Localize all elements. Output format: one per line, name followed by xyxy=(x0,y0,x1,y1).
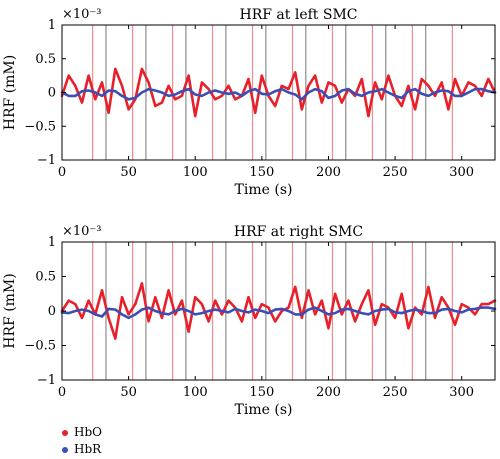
series-line-hbo xyxy=(60,282,497,340)
hbr-marker-icon xyxy=(62,446,68,453)
y-tick-label: −1 xyxy=(37,153,56,168)
chart-title: HRF at right SMC xyxy=(234,224,363,240)
legend-item-hbo: HbO xyxy=(62,425,102,439)
x-tick-label: 200 xyxy=(316,165,341,180)
x-tick-label: 150 xyxy=(249,165,274,180)
legend-item-hbr: HbR xyxy=(62,442,102,456)
hbo-marker-icon xyxy=(62,429,68,436)
y-tick-label: 0.5 xyxy=(35,52,56,67)
x-tick-label: 250 xyxy=(383,385,408,400)
y-tick-label: 0 xyxy=(48,86,56,101)
y-multiplier-label: ×10⁻³ xyxy=(62,7,102,22)
x-tick-label: 0 xyxy=(58,385,66,400)
x-tick-label: 200 xyxy=(316,385,341,400)
legend-label-hbr: HbR xyxy=(74,442,102,456)
panel-left-smc: −1 −0.5 0 0.5 1 0 50 100 150 200 250 300 HRF at left… xyxy=(2,7,497,198)
legend: HbO HbR xyxy=(62,425,102,456)
y-axis-label: HRF (mM) xyxy=(2,273,18,348)
series-line-hbr xyxy=(60,306,497,320)
y-tick-label: 0 xyxy=(48,304,56,319)
x-tick-label: 150 xyxy=(249,385,274,400)
x-tick-label: 300 xyxy=(449,165,474,180)
y-tick-label: −1 xyxy=(37,373,56,388)
x-tick-label: 50 xyxy=(120,165,137,180)
x-tick-label: 250 xyxy=(383,165,408,180)
x-tick-label: 100 xyxy=(183,165,208,180)
x-tick-label: 50 xyxy=(120,385,137,400)
y-tick-label: 1 xyxy=(48,18,56,33)
x-axis-label: Time (s) xyxy=(235,182,293,198)
y-tick-label: −0.5 xyxy=(24,119,56,134)
y-multiplier-label: ×10⁻³ xyxy=(62,224,102,239)
y-tick-label: 1 xyxy=(48,235,56,250)
y-tick-label: 0.5 xyxy=(35,270,56,285)
y-tick-label: −0.5 xyxy=(24,339,56,354)
panel-right-smc: −1 −0.5 0 0.5 1 0 50 100 150 200 250 300 HRF at righ… xyxy=(2,224,497,418)
series-line-hbo xyxy=(60,67,497,118)
x-tick-label: 300 xyxy=(449,385,474,400)
chart-title: HRF at left SMC xyxy=(240,7,358,23)
series-line-hbr xyxy=(60,87,497,101)
x-tick-label: 100 xyxy=(183,385,208,400)
y-axis-label: HRF (mM) xyxy=(2,55,18,130)
x-tick-label: 0 xyxy=(58,165,66,180)
x-axis-label: Time (s) xyxy=(235,402,293,418)
legend-label-hbo: HbO xyxy=(74,425,102,439)
